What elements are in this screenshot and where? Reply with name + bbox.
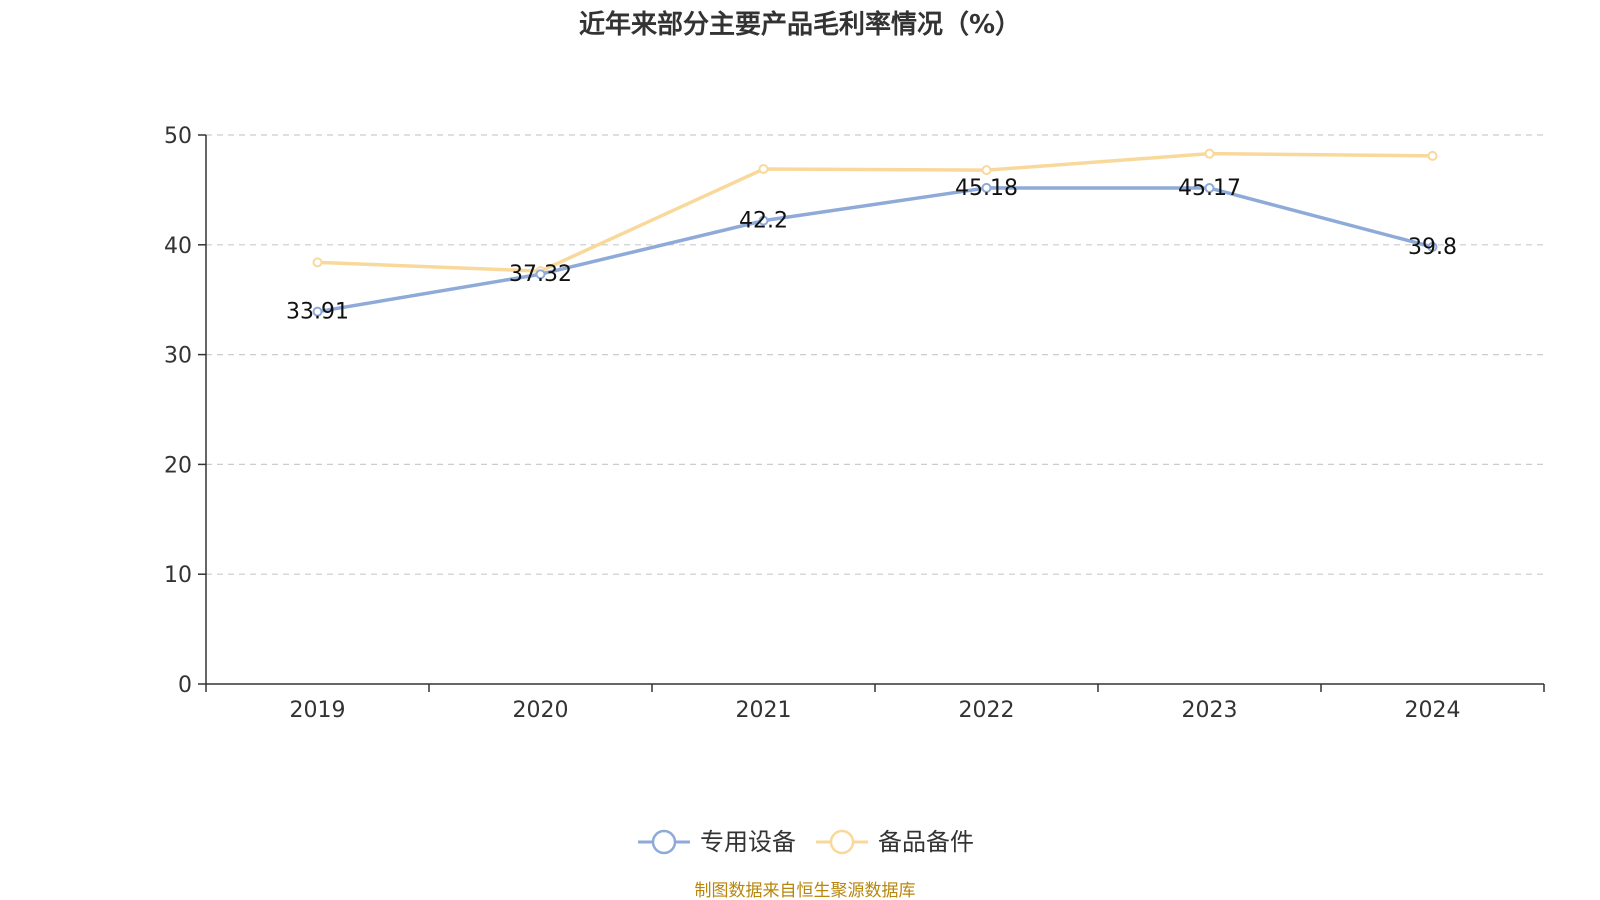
data-labels: 33.91 37.32 42.2 45.18 45.17 39.8 (286, 176, 1457, 325)
series-0-point-3 (981, 182, 992, 193)
x-tick-label-0: 2019 (290, 698, 346, 723)
data-label-2: 42.2 (739, 209, 788, 234)
y-tick-label-5: 50 (164, 124, 192, 149)
series-0-point-1 (535, 269, 546, 280)
series-0-point-4 (1204, 183, 1215, 194)
series-line-1 (317, 151, 1433, 273)
x-tick-label-4: 2023 (1182, 698, 1238, 723)
series-1-point-2 (758, 164, 769, 175)
legend-label-1: 备品备件 (878, 828, 974, 856)
data-label-1: 37.32 (509, 262, 572, 287)
legend-item-1[interactable]: 备品备件 (816, 828, 974, 856)
x-axis-ticks: 2019 2020 2021 2022 2023 2024 (205, 684, 1545, 723)
y-tick-label-3: 30 (164, 344, 192, 369)
legend-marker-0 (651, 829, 677, 855)
axes (205, 135, 1544, 685)
series-0-point-5 (1427, 241, 1438, 252)
legend-marker-1 (829, 829, 855, 855)
series-0-point-0 (312, 306, 323, 317)
x-tick-label-2: 2021 (736, 698, 792, 723)
series-0-point-2 (758, 215, 769, 226)
x-tick-label-3: 2022 (959, 698, 1015, 723)
y-tick-label-4: 40 (164, 234, 192, 259)
legend[interactable]: 专用设备 备品备件 (638, 828, 974, 856)
series-1-point-3 (981, 165, 992, 176)
data-label-0: 33.91 (286, 300, 349, 325)
legend-item-0[interactable]: 专用设备 (638, 828, 796, 856)
data-label-3: 45.18 (955, 176, 1018, 201)
series-line-0 (317, 186, 1433, 314)
series-1-point-5 (1427, 150, 1438, 161)
legend-label-0: 专用设备 (700, 828, 796, 856)
y-tick-label-2: 20 (164, 453, 192, 478)
y-tick-label-0: 0 (178, 673, 192, 698)
grid-lines (206, 134, 1544, 575)
y-axis-ticks: 0 10 20 30 40 50 (164, 124, 206, 698)
x-tick-label-1: 2020 (513, 698, 569, 723)
data-label-4: 45.17 (1178, 176, 1241, 201)
y-tick-label-1: 10 (164, 563, 192, 588)
x-tick-label-5: 2024 (1405, 698, 1461, 723)
series-1-point-4 (1204, 148, 1215, 159)
chart-title: 近年来部分主要产品毛利率情况（%） (579, 9, 1021, 40)
series-1-point-0 (312, 257, 323, 268)
source-note: 制图数据来自恒生聚源数据库 (695, 881, 916, 900)
data-label-5: 39.8 (1408, 235, 1457, 260)
series-group (312, 148, 1438, 317)
